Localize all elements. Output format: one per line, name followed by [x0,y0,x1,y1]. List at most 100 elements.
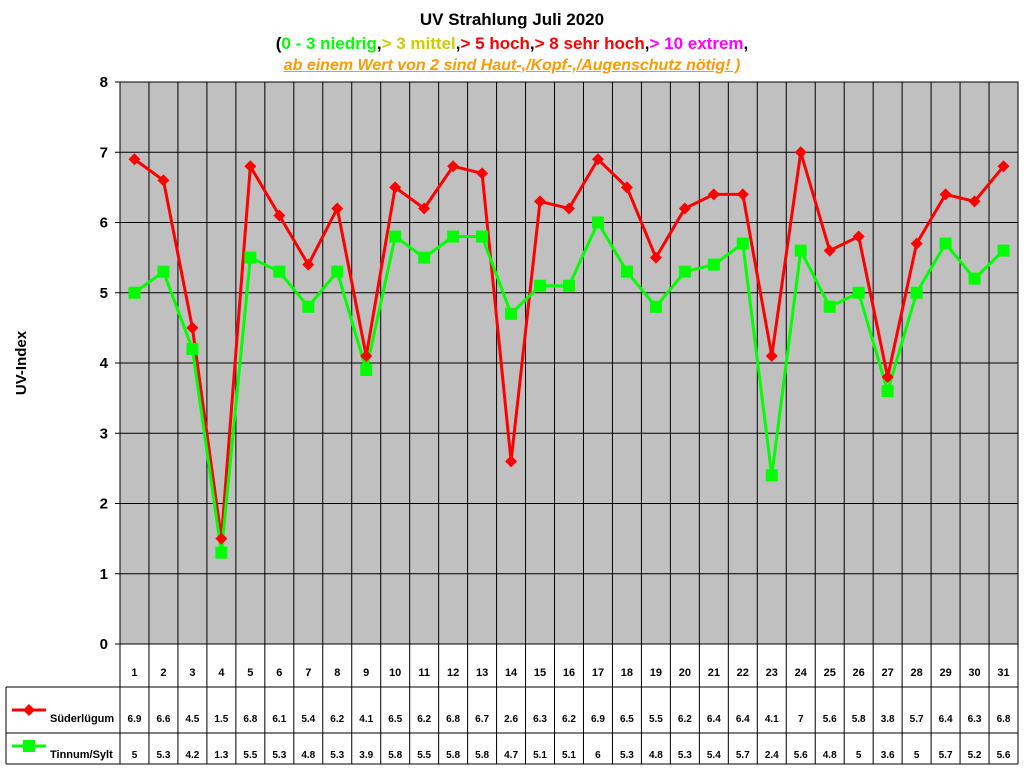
data-label: 6.9 [591,714,605,725]
point-tinnum [128,286,141,299]
data-label: 4.8 [823,750,837,761]
data-label: 5.7 [939,750,953,761]
data-label: 5.3 [156,750,170,761]
x-tick-label: 3 [189,667,195,679]
data-label: 5.7 [736,750,750,761]
point-suederluegum [620,181,633,194]
point-tinnum [273,265,286,278]
point-suederluegum [563,202,575,215]
point-tinnum [997,244,1010,257]
data-label: 6.1 [272,714,286,725]
y-tick-label: 6 [100,215,108,232]
subtitle-part: > 3 mittel [381,34,456,53]
point-tinnum [505,307,518,320]
point-tinnum [389,230,402,243]
x-tick-label: 9 [363,667,369,679]
point-suederluegum [997,160,1010,173]
point-suederluegum [534,195,547,208]
subtitle-part: > 5 hoch [460,34,530,53]
point-suederluegum [128,153,141,166]
point-tinnum [649,300,662,313]
y-tick-label: 0 [100,636,108,653]
point-tinnum [591,216,604,229]
legend-label: Tinnum/Sylt [50,749,113,761]
x-tick-label: 16 [563,667,575,679]
data-label: 5.6 [997,750,1011,761]
x-tick-label: 17 [592,667,604,679]
subtitle-part: 0 - 3 niedrig [281,34,377,53]
x-tick-label: 29 [939,667,951,679]
data-label: 5.4 [707,750,721,761]
data-label: 5.5 [649,714,663,725]
data-label: 6.5 [388,714,402,725]
y-tick-label: 5 [100,285,108,302]
point-suederluegum [939,188,952,201]
x-tick-label: 1 [131,667,137,679]
data-label: 3.9 [359,750,373,761]
data-label: 6.2 [330,714,344,725]
y-tick-label: 4 [100,355,109,372]
point-tinnum [852,286,865,299]
x-tick-label: 28 [910,667,922,679]
data-label: 6.6 [156,714,170,725]
data-label: 5.5 [417,750,431,761]
x-tick-label: 6 [276,667,282,679]
x-tick-label: 19 [650,667,662,679]
point-suederluegum [418,202,431,215]
point-suederluegum [881,371,894,384]
data-label: 2.6 [504,714,518,725]
x-tick-label: 18 [621,667,633,679]
y-axis-label: UV-Index [13,330,30,395]
legend-label: Süderlügum [50,713,114,725]
series-layer [128,146,1010,559]
x-tick-label: 8 [334,667,340,679]
subtitle-part: , [376,34,382,53]
data-label: 5 [856,750,862,761]
data-label: 6.5 [620,714,634,725]
data-label: 6.4 [939,714,953,725]
point-suederluegum [215,532,228,545]
data-label: 5.3 [330,750,344,761]
x-tick-label: 24 [795,667,808,679]
point-suederluegum [447,160,460,173]
data-label: 5.1 [562,750,576,761]
data-label: 5.5 [243,750,257,761]
x-tick-label: 30 [968,667,980,679]
point-suederluegum [244,160,257,173]
y-tick-label: 1 [100,566,108,583]
data-label: 4.5 [185,714,199,725]
point-tinnum [968,272,981,285]
data-label: 5.1 [533,750,547,761]
data-label: 6.2 [562,714,576,725]
point-suederluegum [968,195,981,208]
data-label: 6.3 [533,714,547,725]
point-tinnum [476,230,489,243]
point-tinnum [823,300,836,313]
data-label: 6.4 [736,714,750,725]
point-suederluegum [331,202,344,215]
point-suederluegum [360,349,373,362]
point-tinnum [157,265,170,278]
point-tinnum [534,279,547,292]
point-suederluegum [823,244,836,257]
point-tinnum [620,265,633,278]
data-label: 6.8 [446,714,460,725]
data-label: 5.7 [910,714,924,725]
legend-marker-square [23,740,35,752]
point-tinnum [678,265,691,278]
subtitle-part: > 8 sehr hoch [534,34,645,53]
x-tick-label: 7 [305,667,311,679]
data-table: 1 2 3 4 5 6 7 8 9 10 11 12 13 14 15 16 17 18 19 20 21 22 23 24 2… [5,644,1018,765]
data-label: 4.2 [185,750,199,761]
data-label: 4.8 [649,750,663,761]
subtitle-part: ( [275,34,282,53]
data-label: 6.2 [417,714,431,725]
grid-layer [119,81,1019,764]
point-tinnum [215,546,228,559]
point-tinnum [302,300,315,313]
point-tinnum [939,237,952,250]
point-suederluegum [736,188,749,201]
data-label: 5.3 [620,750,634,761]
data-label: 4.8 [301,750,315,761]
data-label: 5.3 [272,750,286,761]
